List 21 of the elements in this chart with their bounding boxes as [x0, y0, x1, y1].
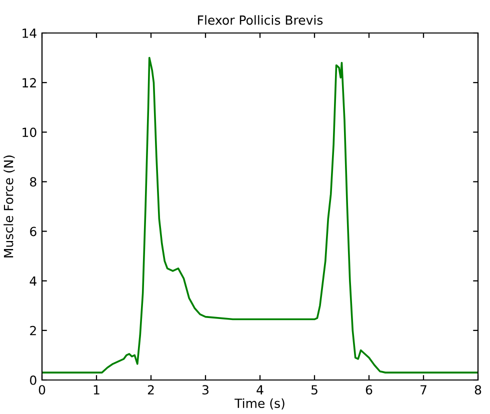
y-tick-label: 2: [30, 326, 36, 336]
y-axis-title: Muscle Force (N): [4, 156, 15, 258]
y-tick-label: 0: [30, 375, 36, 385]
x-tick-label: 2: [148, 385, 154, 394]
x-tick-label: 6: [366, 385, 372, 395]
x-tick-label: 5: [311, 385, 318, 395]
chart-title: Flexor Pollicis Brevis: [198, 15, 323, 25]
y-tick-label: 6: [30, 226, 36, 236]
line-series: [42, 56, 478, 374]
x-tick-label: 4: [256, 385, 264, 394]
y-tick-label: 14: [22, 28, 36, 38]
x-axis-title: Time (s): [234, 398, 284, 410]
y-tick-label: 8: [30, 177, 36, 187]
x-tick-label: 1: [94, 385, 100, 394]
y-tick-label: 10: [22, 128, 36, 138]
x-tick-label: 7: [420, 385, 426, 394]
y-tick-label: 12: [22, 78, 36, 88]
x-tick-label: 0: [38, 385, 46, 395]
x-tick-label: 3: [202, 385, 208, 395]
y-tick-label: 4: [30, 276, 36, 286]
x-tick-label: 8: [474, 385, 482, 395]
